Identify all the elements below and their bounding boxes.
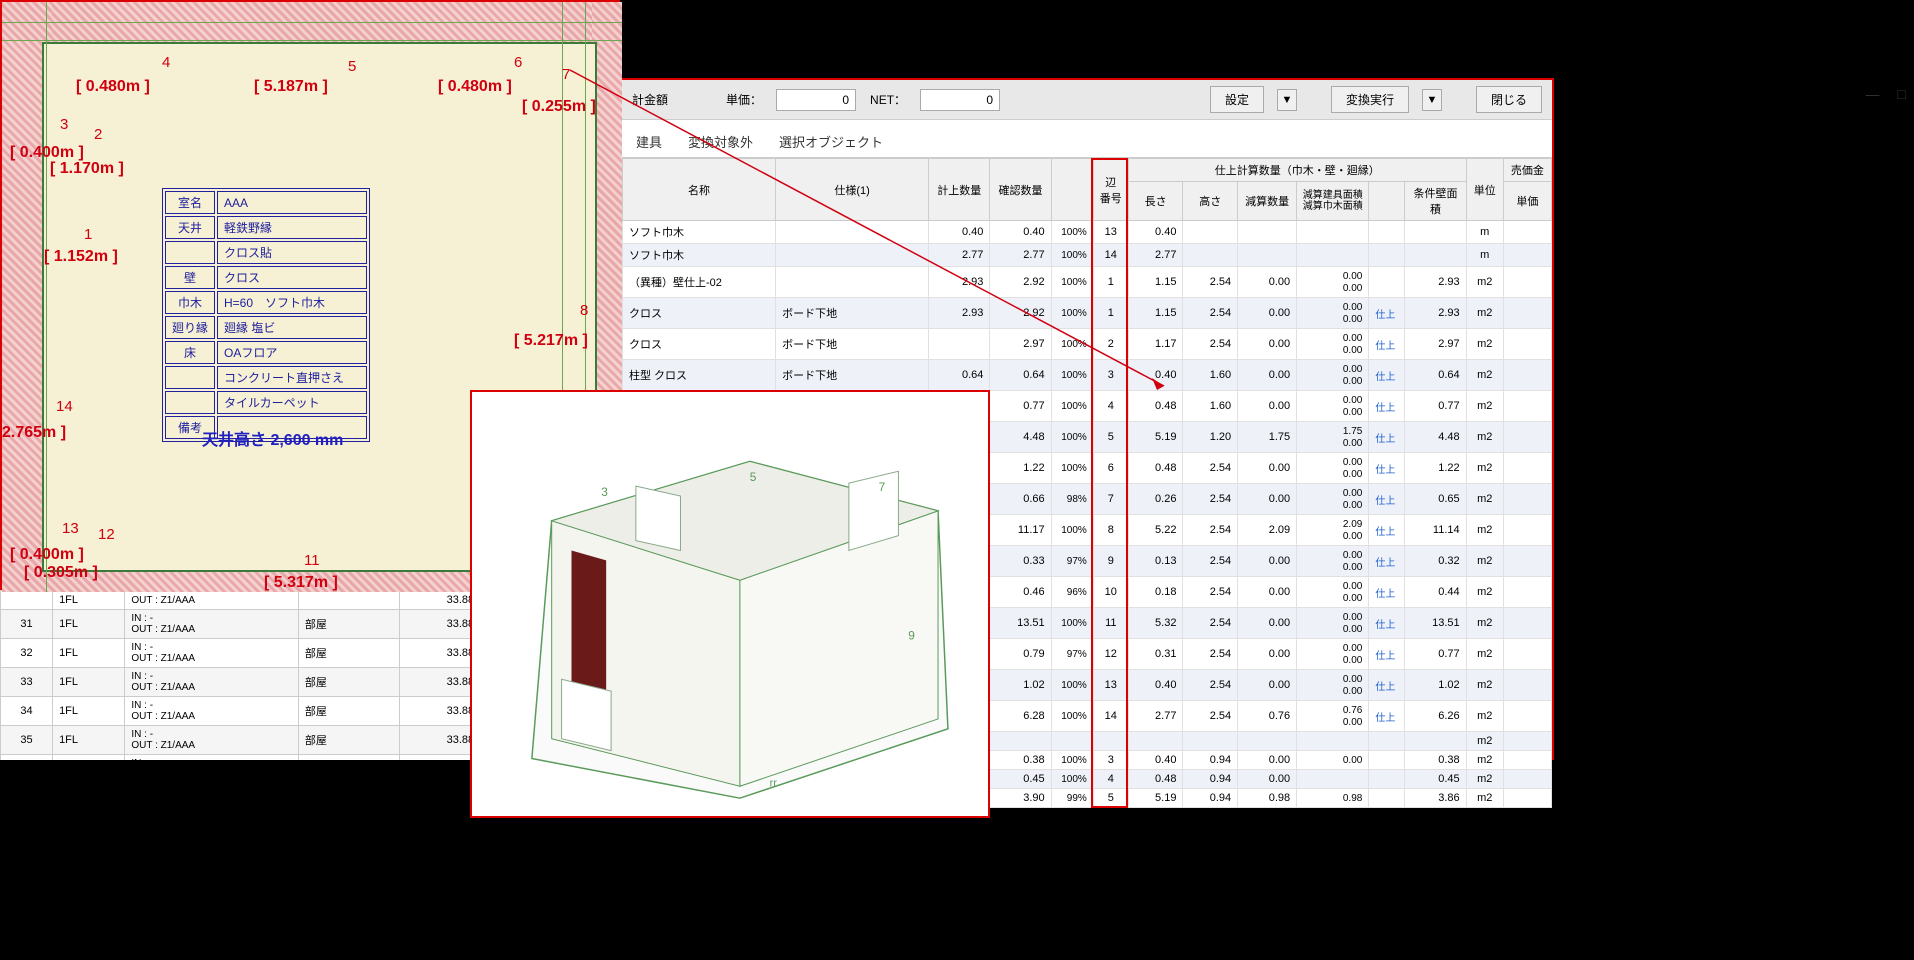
info-value: AAA <box>217 191 367 214</box>
info-value: H=60 ソフト巾木 <box>217 291 367 314</box>
col-name: 名称 <box>623 159 776 221</box>
col-ded-area: 減算建具面積減算巾木面積 <box>1297 182 1369 221</box>
dimension-label: [ 0.480m ] <box>438 78 512 96</box>
dimension-label: [ 0.255m ] <box>522 98 596 116</box>
svg-text:9: 9 <box>908 629 915 643</box>
minimize-button[interactable]: — <box>1866 86 1880 102</box>
col-price-sub: 単価 <box>1503 182 1551 221</box>
room-info-table: 室名AAA天井軽鉄野縁クロス貼壁クロス巾木H=60 ソフト巾木廻り縁廻縁 塩ビ床… <box>162 188 370 442</box>
info-label: 廻り縁 <box>165 316 215 339</box>
edge-number: 11 <box>304 552 320 569</box>
dimension-label: 2.765m ] <box>2 424 66 442</box>
net-input[interactable] <box>920 89 1000 111</box>
convert-dropdown[interactable]: ▼ <box>1422 89 1442 111</box>
edge-number: 8 <box>580 302 588 319</box>
edge-number: 13 <box>62 520 79 537</box>
tab-fittings[interactable]: 建具 <box>632 126 666 157</box>
amount-label: 計金額 <box>632 91 668 108</box>
dimension-label: [ 0.305m ] <box>24 564 98 582</box>
3d-view-panel: 3 5 7 9 rr <box>470 390 990 818</box>
info-value: 廻縁 塩ビ <box>217 316 367 339</box>
window-controls: — □ <box>1866 86 1906 102</box>
info-value: コンクリート直押さえ <box>217 366 367 389</box>
dimension-label: [ 5.217m ] <box>514 332 588 350</box>
col-qty2: 確認数量 <box>990 159 1051 221</box>
table-row[interactable]: 柱型 クロスボード下地0.640.64100%30.401.600.000.00… <box>623 360 1552 391</box>
col-qty1: 計上数量 <box>929 159 990 221</box>
dimension-label: [ 5.317m ] <box>264 574 338 592</box>
svg-text:7: 7 <box>879 480 886 494</box>
edge-number: 14 <box>56 398 73 415</box>
unit-price-input[interactable] <box>776 89 856 111</box>
info-label <box>165 241 215 264</box>
table-row[interactable]: クロスボード下地2.97100%21.172.540.000.000.00仕上2… <box>623 329 1552 360</box>
table-row[interactable]: ソフト巾木0.400.40100%130.40m <box>623 221 1552 244</box>
close-button[interactable]: 閉じる <box>1476 86 1542 113</box>
edge-number: 3 <box>60 116 68 133</box>
convert-button[interactable]: 変換実行 <box>1331 86 1409 113</box>
maximize-button[interactable]: □ <box>1898 86 1906 102</box>
edge-number: 7 <box>562 66 570 83</box>
tabs: 建具 変換対象外 選択オブジェクト <box>622 120 1552 158</box>
edge-number: 1 <box>84 226 92 243</box>
col-price: 売価金 <box>1503 159 1551 182</box>
ceiling-height-label: 天井高さ 2,600 mm <box>202 426 343 450</box>
col-edge: 辺 番号 <box>1093 159 1128 221</box>
table-row[interactable]: クロスボード下地2.932.92100%11.152.540.000.000.0… <box>623 298 1552 329</box>
info-label: 巾木 <box>165 291 215 314</box>
tab-selected[interactable]: 選択オブジェクト <box>775 126 887 157</box>
info-value: クロス <box>217 266 367 289</box>
dimension-label: [ 1.170m ] <box>50 160 124 178</box>
col-link <box>1369 182 1405 221</box>
col-len: 長さ <box>1128 182 1183 221</box>
info-label <box>165 391 215 414</box>
dimension-label: [ 0.400m ] <box>10 546 84 564</box>
col-unit: 単位 <box>1466 159 1503 221</box>
tab-excluded[interactable]: 変換対象外 <box>684 126 757 157</box>
info-label: 壁 <box>165 266 215 289</box>
table-row[interactable]: （異種）壁仕上-022.932.92100%11.152.540.000.000… <box>623 267 1552 298</box>
col-h: 高さ <box>1183 182 1238 221</box>
dimension-label: [ 0.480m ] <box>76 78 150 96</box>
info-label: 床 <box>165 341 215 364</box>
edge-number: 5 <box>348 58 356 75</box>
net-label: NET： <box>870 91 906 108</box>
info-value: 軽鉄野縁 <box>217 216 367 239</box>
settings-dropdown[interactable]: ▼ <box>1277 89 1297 111</box>
col-group: 仕上計算数量（巾木・壁・廻縁） <box>1128 159 1466 182</box>
svg-text:5: 5 <box>750 470 757 484</box>
col-pct <box>1051 159 1093 221</box>
info-value: タイルカーペット <box>217 391 367 414</box>
dimension-label: [ 1.152m ] <box>44 248 118 266</box>
svg-text:rr: rr <box>770 777 778 789</box>
col-spec: 仕様(1) <box>776 159 929 221</box>
info-label: 室名 <box>165 191 215 214</box>
info-value: クロス貼 <box>217 241 367 264</box>
edge-number: 4 <box>162 54 170 71</box>
unit-price-label: 単価： <box>726 91 762 108</box>
edge-number: 6 <box>514 54 522 71</box>
info-label <box>165 366 215 389</box>
edge-number: 12 <box>98 526 115 543</box>
col-ded: 減算数量 <box>1238 182 1297 221</box>
dimension-label: [ 5.187m ] <box>254 78 328 96</box>
info-label: 天井 <box>165 216 215 239</box>
col-cond: 条件壁面積 <box>1405 182 1466 221</box>
svg-text:3: 3 <box>601 485 608 499</box>
edge-number: 2 <box>94 126 102 143</box>
info-value: OAフロア <box>217 341 367 364</box>
settings-button[interactable]: 設定 <box>1210 86 1264 113</box>
table-row[interactable]: ソフト巾木2.772.77100%142.77m <box>623 244 1552 267</box>
